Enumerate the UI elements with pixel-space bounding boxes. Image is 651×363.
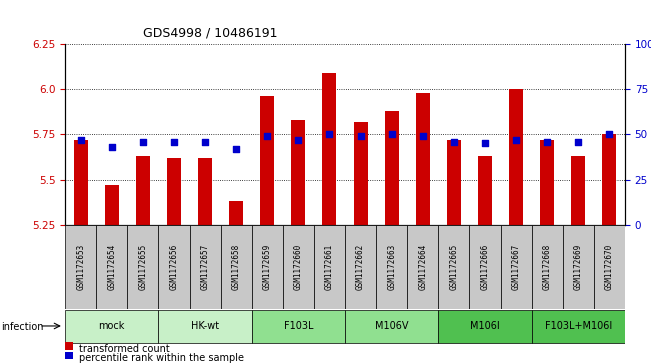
Bar — [283, 225, 314, 309]
Bar — [353, 122, 368, 225]
Text: percentile rank within the sample: percentile rank within the sample — [79, 353, 244, 363]
Bar — [408, 225, 438, 309]
Bar — [229, 201, 243, 225]
Point — [355, 133, 366, 139]
Bar — [438, 225, 469, 309]
Point — [449, 139, 459, 144]
Bar — [65, 225, 96, 309]
Point — [169, 139, 179, 144]
Text: GSM1172669: GSM1172669 — [574, 244, 583, 290]
Text: GSM1172662: GSM1172662 — [356, 244, 365, 290]
Bar — [322, 73, 337, 225]
Point — [262, 133, 273, 139]
Text: GDS4998 / 10486191: GDS4998 / 10486191 — [143, 27, 278, 40]
Text: GSM1172667: GSM1172667 — [512, 244, 521, 290]
Point — [417, 133, 428, 139]
Bar — [260, 96, 274, 225]
Bar — [96, 225, 128, 309]
Text: F103L: F103L — [284, 321, 313, 331]
Text: GSM1172663: GSM1172663 — [387, 244, 396, 290]
Bar — [376, 225, 408, 309]
Bar — [540, 140, 554, 225]
Point — [231, 146, 242, 152]
Text: GSM1172659: GSM1172659 — [263, 244, 271, 290]
Text: M106V: M106V — [375, 321, 408, 331]
Bar — [532, 310, 625, 343]
Bar — [198, 158, 212, 225]
Text: GSM1172653: GSM1172653 — [76, 244, 85, 290]
Bar — [602, 134, 616, 225]
Point — [387, 131, 397, 137]
Text: mock: mock — [98, 321, 125, 331]
Point — [511, 137, 521, 143]
Bar — [501, 225, 532, 309]
Text: GSM1172654: GSM1172654 — [107, 244, 117, 290]
Bar — [562, 225, 594, 309]
Text: F103L+M106I: F103L+M106I — [545, 321, 612, 331]
Text: GSM1172656: GSM1172656 — [169, 244, 178, 290]
Bar — [572, 156, 585, 225]
Bar — [128, 225, 158, 309]
Text: GSM1172661: GSM1172661 — [325, 244, 334, 290]
Point — [293, 137, 303, 143]
Text: HK-wt: HK-wt — [191, 321, 219, 331]
Point — [573, 139, 583, 144]
Point — [200, 139, 210, 144]
Bar — [314, 225, 345, 309]
Bar — [167, 158, 181, 225]
Bar — [189, 225, 221, 309]
Bar — [416, 93, 430, 225]
Bar — [158, 225, 189, 309]
Bar — [469, 225, 501, 309]
Bar — [292, 120, 305, 225]
Text: GSM1172660: GSM1172660 — [294, 244, 303, 290]
Text: GSM1172668: GSM1172668 — [543, 244, 551, 290]
Bar — [345, 225, 376, 309]
Point — [324, 131, 335, 137]
Bar — [385, 111, 398, 225]
Bar — [105, 185, 118, 225]
Text: GSM1172670: GSM1172670 — [605, 244, 614, 290]
Bar — [438, 310, 532, 343]
Point — [604, 131, 615, 137]
Bar — [252, 310, 345, 343]
Text: GSM1172657: GSM1172657 — [201, 244, 210, 290]
Bar — [594, 225, 625, 309]
Text: GSM1172664: GSM1172664 — [419, 244, 427, 290]
Bar — [509, 89, 523, 225]
Point — [480, 140, 490, 146]
Point — [542, 139, 553, 144]
Bar — [252, 225, 283, 309]
Bar — [532, 225, 562, 309]
Text: M106I: M106I — [470, 321, 500, 331]
Text: infection: infection — [1, 322, 43, 332]
Bar — [74, 140, 88, 225]
Text: GSM1172666: GSM1172666 — [480, 244, 490, 290]
Bar — [65, 310, 158, 343]
Point — [76, 137, 86, 143]
Bar — [158, 310, 252, 343]
Text: transformed count: transformed count — [79, 344, 170, 354]
Bar — [221, 225, 252, 309]
Point — [137, 139, 148, 144]
Bar — [345, 310, 438, 343]
Bar — [478, 156, 492, 225]
Bar — [447, 140, 461, 225]
Text: GSM1172665: GSM1172665 — [449, 244, 458, 290]
Text: GSM1172655: GSM1172655 — [139, 244, 147, 290]
Bar — [136, 156, 150, 225]
Text: GSM1172658: GSM1172658 — [232, 244, 241, 290]
Point — [107, 144, 117, 150]
